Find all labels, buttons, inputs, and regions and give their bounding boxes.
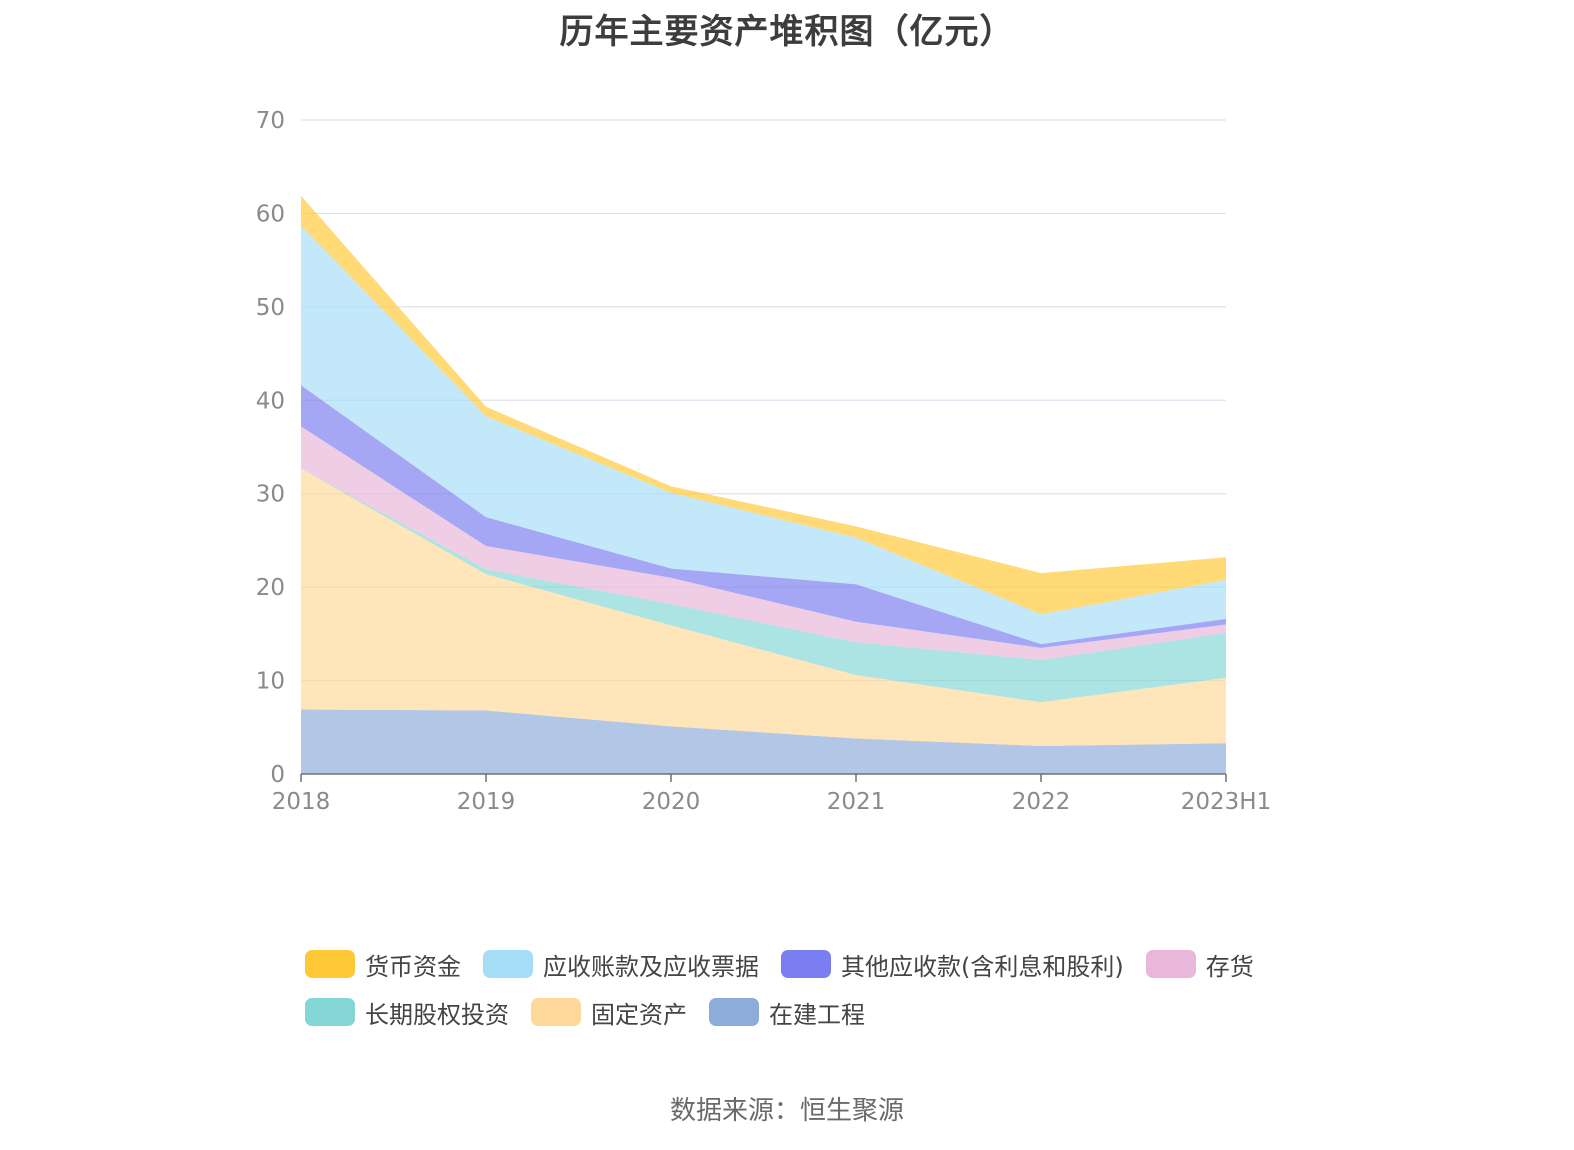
y-tick-label: 0 bbox=[270, 762, 285, 788]
legend-label: 在建工程 bbox=[769, 1000, 865, 1029]
legend-label: 货币资金 bbox=[365, 952, 461, 981]
chart-title: 历年主要资产堆积图（亿元） bbox=[559, 12, 1015, 52]
legend: 货币资金 应收账款及应收票据 其他应收款(含利息和股利) 存货长期股权投资 固定资产 在建… bbox=[305, 940, 1305, 1036]
legend-item-长期股权投资[interactable]: 长期股权投资 bbox=[305, 995, 509, 1030]
legend-item-在建工程[interactable]: 在建工程 bbox=[709, 995, 865, 1030]
legend-item-存货[interactable]: 存货 bbox=[1145, 947, 1254, 982]
legend-swatch bbox=[709, 998, 759, 1026]
legend-item-货币资金[interactable]: 货币资金 bbox=[305, 947, 461, 982]
legend-label: 其他应收款(含利息和股利) bbox=[841, 952, 1124, 981]
stacked-area-chart: 0 10 20 30 40 50 60 70 2018 2019 2020 2021 2022 2023H… bbox=[256, 108, 1272, 815]
x-tick-label: 2022 bbox=[1012, 789, 1071, 815]
legend-swatch bbox=[531, 998, 581, 1026]
y-tick-label: 30 bbox=[256, 482, 285, 508]
legend-item-应收账款及应收票据[interactable]: 应收账款及应收票据 bbox=[483, 947, 759, 982]
area-在建工程 bbox=[301, 709, 1226, 774]
area-固定资产 bbox=[301, 468, 1226, 746]
legend-swatch bbox=[305, 950, 355, 978]
legend-label: 存货 bbox=[1205, 952, 1254, 981]
source-note: 数据来源：恒生聚源 bbox=[669, 1096, 904, 1126]
legend-swatch bbox=[483, 950, 533, 978]
x-tick-label: 2021 bbox=[827, 789, 886, 815]
legend-swatch bbox=[1145, 950, 1196, 978]
area-应收账款及应收票据 bbox=[301, 225, 1226, 645]
area-series-layer bbox=[301, 195, 1226, 774]
legend-swatch bbox=[781, 950, 831, 978]
legend-label: 长期股权投资 bbox=[365, 1000, 509, 1029]
legend-row: 货币资金 应收账款及应收票据 其他应收款(含利息和股利) 存货 bbox=[305, 940, 1305, 988]
y-tick-label: 60 bbox=[256, 201, 285, 227]
x-tick-label: 2023H1 bbox=[1181, 789, 1271, 815]
y-tick-label: 10 bbox=[256, 669, 285, 695]
legend-item-固定资产[interactable]: 固定资产 bbox=[531, 995, 687, 1030]
legend-row: 长期股权投资 固定资产 在建工程 bbox=[305, 988, 1305, 1036]
y-tick-label: 50 bbox=[256, 295, 285, 321]
legend-item-其他应收款-含利息和股利-[interactable]: 其他应收款(含利息和股利) bbox=[781, 947, 1124, 982]
y-tick-label: 40 bbox=[256, 388, 285, 414]
area-货币资金 bbox=[301, 195, 1226, 615]
legend-label: 固定资产 bbox=[591, 1000, 687, 1029]
tick-labels: 0 10 20 30 40 50 60 70 2018 2019 2020 2021 2022 2023H… bbox=[256, 108, 1272, 815]
legend-label: 应收账款及应收票据 bbox=[543, 952, 759, 981]
x-tick-label: 2019 bbox=[457, 789, 516, 815]
area-存货 bbox=[301, 426, 1226, 660]
y-tick-label: 20 bbox=[256, 575, 285, 601]
area-长期股权投资 bbox=[301, 468, 1226, 703]
axes bbox=[300, 773, 1227, 782]
legend-swatch bbox=[305, 998, 355, 1026]
x-tick-label: 2018 bbox=[272, 789, 331, 815]
x-tick-label: 2020 bbox=[642, 789, 701, 815]
y-tick-label: 70 bbox=[256, 108, 285, 134]
area-其他应收款-含利息和股利- bbox=[301, 385, 1226, 648]
